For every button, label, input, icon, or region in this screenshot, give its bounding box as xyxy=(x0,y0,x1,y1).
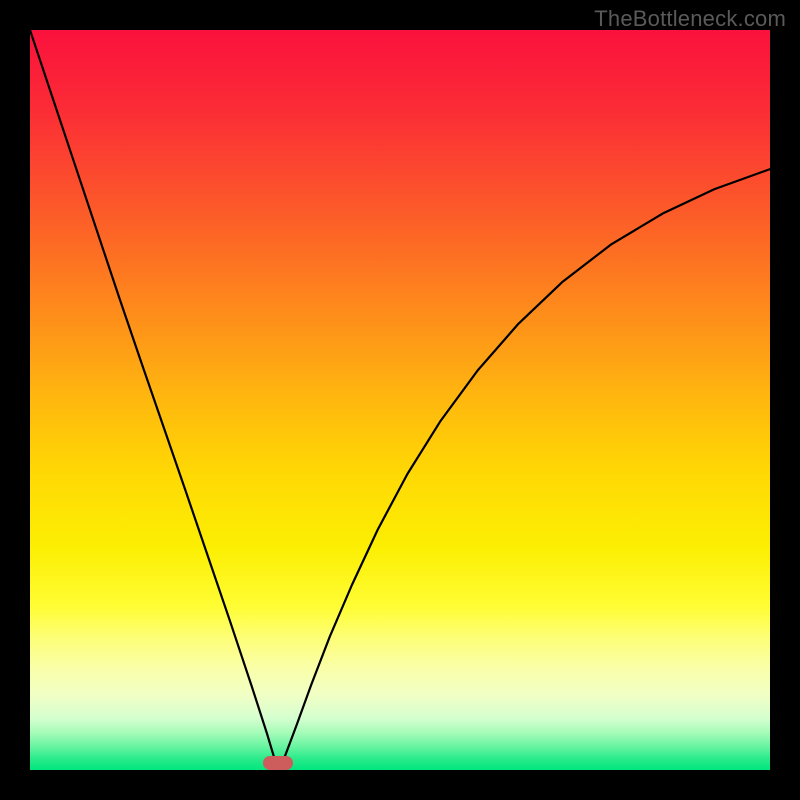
optimal-point-marker xyxy=(263,756,293,770)
bottleneck-curve xyxy=(30,30,770,770)
plot-area xyxy=(30,30,770,770)
chart-container: { "watermark": { "text": "TheBottleneck.… xyxy=(0,0,800,800)
watermark-text: TheBottleneck.com xyxy=(594,6,786,32)
